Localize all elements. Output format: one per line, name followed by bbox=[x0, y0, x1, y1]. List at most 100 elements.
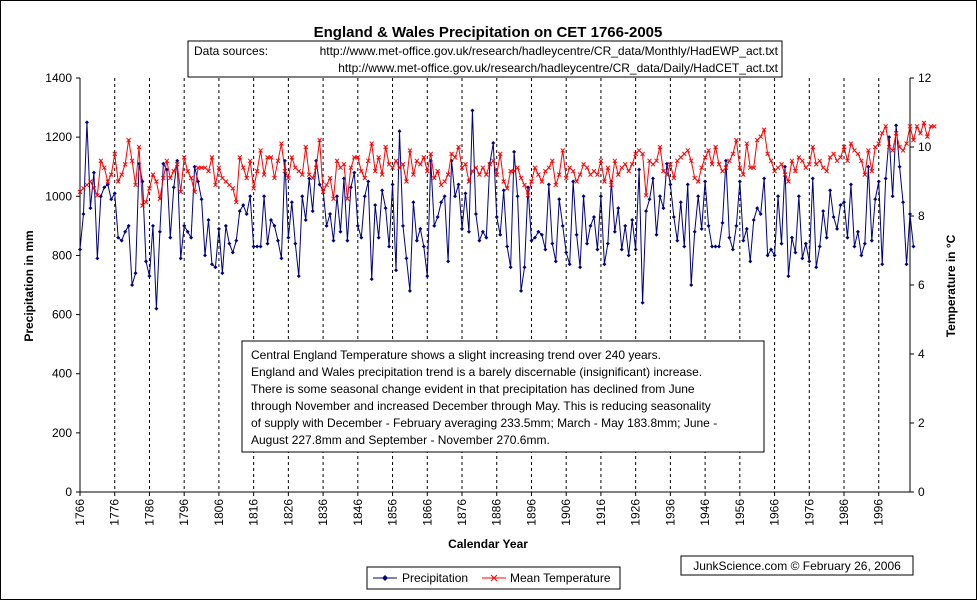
legend-temp-label: Mean Temperature bbox=[510, 571, 611, 585]
precipitation-point bbox=[515, 194, 520, 199]
precipitation-point bbox=[748, 259, 753, 264]
mean-temperature-point bbox=[431, 175, 437, 181]
precipitation-point bbox=[230, 250, 235, 255]
precipitation-point bbox=[828, 188, 833, 193]
precipitation-point bbox=[803, 241, 808, 246]
precipitation-point bbox=[480, 229, 485, 234]
precipitation-point bbox=[689, 283, 694, 287]
mean-temperature-point bbox=[744, 141, 750, 146]
precipitation-point bbox=[484, 235, 489, 240]
mean-temperature-point bbox=[477, 172, 482, 177]
precipitation-point bbox=[223, 223, 228, 228]
precipitation-point bbox=[338, 229, 343, 234]
mean-temperature-point bbox=[160, 175, 166, 181]
mean-temperature-point bbox=[786, 179, 791, 184]
precipitation-point bbox=[473, 212, 478, 217]
mean-temperature-point bbox=[362, 175, 368, 181]
precipitation-point bbox=[578, 265, 583, 270]
y-tick-label: 400 bbox=[52, 367, 72, 381]
precipitation-point bbox=[133, 271, 138, 276]
precipitation-point bbox=[581, 194, 586, 199]
precipitation-point bbox=[845, 235, 850, 240]
mean-temperature-point bbox=[688, 158, 694, 164]
mean-temperature-point bbox=[282, 168, 288, 174]
precipitation-point bbox=[855, 229, 860, 234]
y2-tick-label: 4 bbox=[918, 347, 925, 361]
precipitation-point bbox=[782, 164, 787, 169]
mean-temperature-point bbox=[761, 127, 767, 133]
y2-tick-label: 8 bbox=[918, 209, 925, 223]
mean-temperature-point bbox=[77, 189, 83, 195]
precipitation-point bbox=[227, 241, 232, 246]
precipitation-point bbox=[494, 214, 499, 219]
precipitation-point bbox=[574, 232, 579, 237]
x-tick-label: 1866 bbox=[420, 499, 434, 526]
precipitation-point bbox=[209, 262, 214, 267]
mean-temperature-point bbox=[150, 172, 156, 177]
y2-tick-label: 0 bbox=[918, 485, 925, 499]
mean-temperature-point bbox=[931, 123, 937, 129]
precipitation-point bbox=[88, 206, 93, 211]
series-layer bbox=[77, 108, 937, 311]
precipitation-point bbox=[862, 241, 867, 246]
mean-temperature-point bbox=[101, 165, 107, 171]
precipitation-point bbox=[331, 238, 336, 243]
mean-temperature-line bbox=[79, 121, 935, 207]
mean-temperature-point bbox=[747, 165, 753, 171]
y-tick-label: 1000 bbox=[45, 189, 72, 203]
mean-temperature-point bbox=[254, 168, 260, 174]
annotation-line-3: There is some seasonal change evident in… bbox=[251, 382, 695, 396]
precipitation-point bbox=[328, 212, 333, 217]
x-tick-label: 1776 bbox=[108, 499, 122, 526]
mean-temperature-point bbox=[862, 172, 868, 177]
x-tick-label: 1836 bbox=[316, 499, 330, 526]
mean-temperature-point bbox=[626, 168, 632, 174]
mean-temperature-point bbox=[213, 182, 218, 188]
mean-temperature-point bbox=[650, 161, 656, 167]
precipitation-point bbox=[352, 170, 357, 175]
mean-temperature-point bbox=[456, 144, 461, 150]
precipitation-point bbox=[418, 226, 423, 231]
mean-temperature-point bbox=[473, 165, 479, 171]
mean-temperature-point bbox=[692, 175, 698, 181]
mean-temperature-point bbox=[365, 158, 371, 164]
precipitation-point bbox=[744, 226, 749, 231]
precipitation-point bbox=[310, 209, 315, 214]
x-tick-label: 1786 bbox=[142, 499, 156, 526]
precipitation-point bbox=[78, 247, 82, 252]
precipitation-point bbox=[237, 209, 242, 214]
mean-temperature-point bbox=[390, 165, 395, 171]
mean-temperature-point bbox=[178, 189, 184, 195]
precipitation-point bbox=[178, 256, 183, 261]
precipitation-point bbox=[171, 185, 176, 190]
mean-temperature-point bbox=[900, 148, 906, 153]
mean-temperature-point bbox=[852, 148, 857, 153]
precipitation-point bbox=[265, 241, 270, 246]
precipitation-point bbox=[501, 188, 506, 193]
precipitation-point bbox=[84, 120, 89, 125]
mean-temperature-point bbox=[320, 189, 326, 195]
mean-temperature-point bbox=[192, 189, 197, 195]
mean-temperature-point bbox=[195, 165, 201, 171]
mean-temperature-point bbox=[831, 151, 836, 157]
precipitation-point bbox=[644, 209, 649, 214]
precipitation-point bbox=[539, 232, 544, 237]
mean-temperature-point bbox=[334, 158, 340, 164]
y2-axis-title: Temperature in °C bbox=[944, 234, 958, 337]
mean-temperature-point bbox=[108, 172, 114, 177]
mean-temperature-point bbox=[803, 165, 809, 171]
mean-temperature-point bbox=[914, 123, 920, 129]
precipitation-point bbox=[143, 259, 148, 264]
mean-temperature-point bbox=[310, 175, 316, 181]
mean-temperature-point bbox=[140, 203, 145, 209]
precipitation-point bbox=[300, 194, 305, 199]
mean-temperature-point bbox=[511, 168, 517, 174]
precipitation-point bbox=[355, 223, 360, 228]
mean-temperature-point bbox=[522, 182, 527, 188]
precipitation-point bbox=[279, 256, 284, 261]
annotation-line-4: through November and increased December … bbox=[251, 399, 711, 413]
mean-temperature-point bbox=[95, 192, 100, 198]
mean-temperature-point bbox=[765, 151, 770, 157]
precipitation-point bbox=[713, 244, 718, 249]
